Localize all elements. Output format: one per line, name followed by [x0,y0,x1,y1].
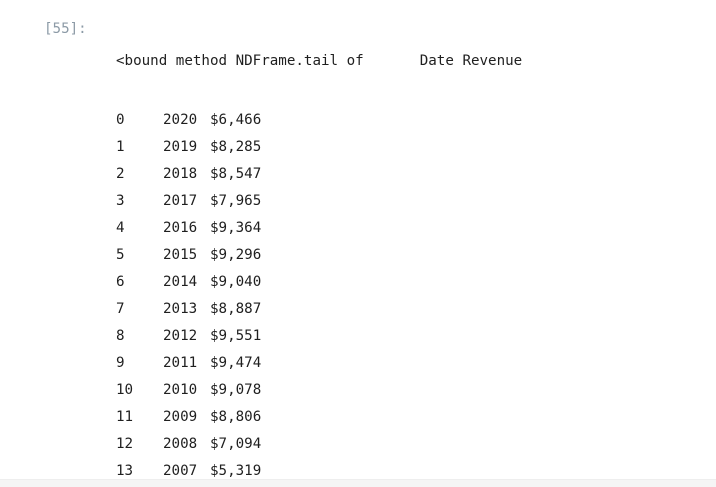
row-revenue: $8,547 [210,166,262,182]
row-revenue: $8,887 [210,301,262,317]
row-revenue: $7,094 [210,436,262,452]
row-index: 12 [116,436,134,452]
table-row: 5 2015 $9,296 [116,245,522,272]
column-header-revenue: Revenue [462,53,523,69]
row-index: 0 [116,112,125,128]
row-index: 6 [116,274,125,290]
table-row: 3 2017 $7,965 [116,191,522,218]
row-date: 2007 [163,463,198,479]
row-revenue: $9,296 [210,247,262,263]
row-revenue: $9,040 [210,274,262,290]
execution-count-prompt: [55]: [44,21,87,37]
row-date: 2012 [163,328,198,344]
row-date: 2015 [163,247,198,263]
row-index: 8 [116,328,125,344]
row-revenue: $9,551 [210,328,262,344]
table-row: 0 2020 $6,466 [116,110,522,137]
cell-output: <bound method NDFrame.tail of Date Revenu… [116,19,522,487]
row-index: 1 [116,139,125,155]
table-row: 13 2007 $5,319 [116,461,522,487]
output-header-line: <bound method NDFrame.tail of Date Revenu… [116,51,522,78]
table-row: 10 2010 $9,078 [116,380,522,407]
row-date: 2017 [163,193,198,209]
table-row: 1 2019 $8,285 [116,137,522,164]
row-index: 4 [116,220,125,236]
row-revenue: $5,319 [210,463,262,479]
table-row: 12 2008 $7,094 [116,434,522,461]
bound-method-prefix: <bound method NDFrame.tail of [116,53,364,69]
row-index: 3 [116,193,125,209]
row-date: 2011 [163,355,198,371]
row-date: 2019 [163,139,198,155]
table-row: 11 2009 $8,806 [116,407,522,434]
table-row: 6 2014 $9,040 [116,272,522,299]
table-row: 8 2012 $9,551 [116,326,522,353]
row-revenue: $6,466 [210,112,262,128]
row-date: 2013 [163,301,198,317]
cell-footer-band [0,479,716,487]
row-revenue: $9,474 [210,355,262,371]
row-date: 2014 [163,274,198,290]
row-revenue: $8,285 [210,139,262,155]
row-index: 7 [116,301,125,317]
row-index: 10 [116,382,134,398]
row-index: 13 [116,463,134,479]
row-date: 2010 [163,382,198,398]
row-revenue: $7,965 [210,193,262,209]
row-index: 5 [116,247,125,263]
table-row: 2 2018 $8,547 [116,164,522,191]
row-date: 2009 [163,409,198,425]
row-revenue: $9,364 [210,220,262,236]
table-row: 4 2016 $9,364 [116,218,522,245]
row-revenue: $8,806 [210,409,262,425]
row-date: 2018 [163,166,198,182]
row-index: 11 [116,409,134,425]
table-row: 7 2013 $8,887 [116,299,522,326]
dataframe-rows: 0 2020 $6,466 1 2019 $8,285 2 2018 $8,547 3 2017 $7… [116,110,522,487]
row-date: 2016 [163,220,198,236]
column-header-date: Date [419,53,454,69]
row-index: 9 [116,355,125,371]
row-date: 2020 [163,112,198,128]
row-revenue: $9,078 [210,382,262,398]
row-index: 2 [116,166,125,182]
row-date: 2008 [163,436,198,452]
table-row: 9 2011 $9,474 [116,353,522,380]
